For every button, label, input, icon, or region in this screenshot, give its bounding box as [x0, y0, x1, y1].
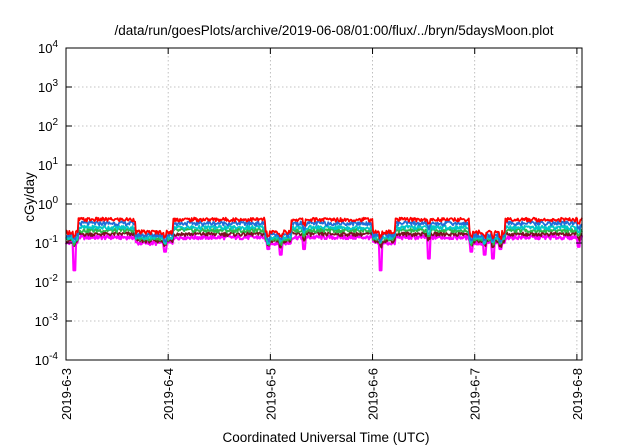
- y-tick-label: 10-2: [35, 273, 59, 290]
- series-line-magenta: [64, 234, 584, 272]
- series-line-red: [65, 216, 583, 241]
- series-group: [64, 216, 584, 272]
- y-axis-label: cGy/day: [22, 172, 37, 222]
- y-tick-label: 100: [38, 195, 58, 212]
- x-axis-label: Coordinated Universal Time (UTC): [222, 430, 429, 445]
- y-tick-label: 10-1: [35, 234, 59, 251]
- y-tick-label: 103: [38, 78, 58, 95]
- x-tick-label: 2019-6-3: [59, 368, 74, 420]
- x-tick-label: 2019-6-7: [468, 368, 483, 420]
- x-tick-label: 2019-6-4: [161, 368, 176, 420]
- x-tick-label: 2019-6-6: [366, 368, 381, 420]
- series-line-blue: [65, 220, 583, 243]
- y-tick-label: 101: [38, 156, 58, 173]
- x-tick-label: 2019-6-5: [263, 368, 278, 420]
- y-tick-label: 10-4: [35, 351, 59, 368]
- chart-title: /data/run/goesPlots/archive/2019-06-08/0…: [114, 23, 553, 38]
- y-tick-label: 10-3: [35, 312, 59, 329]
- grid-lines: [66, 48, 582, 360]
- x-tick-label: 2019-6-8: [570, 368, 585, 420]
- y-tick-label: 104: [38, 39, 58, 56]
- y-tick-label: 102: [38, 117, 58, 134]
